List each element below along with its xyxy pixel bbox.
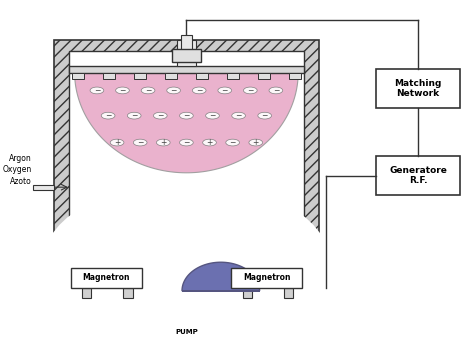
FancyBboxPatch shape [69,51,304,292]
FancyBboxPatch shape [181,35,192,51]
Ellipse shape [116,87,129,94]
Ellipse shape [192,87,206,94]
Ellipse shape [180,112,193,119]
FancyBboxPatch shape [258,73,270,79]
FancyBboxPatch shape [71,268,142,288]
Ellipse shape [154,112,167,119]
Ellipse shape [156,139,170,146]
Ellipse shape [206,112,219,119]
Ellipse shape [167,87,181,94]
Text: −: − [157,111,164,120]
Ellipse shape [218,87,232,94]
Ellipse shape [244,87,257,94]
FancyBboxPatch shape [376,156,460,195]
Ellipse shape [128,112,141,119]
Text: PUMP: PUMP [175,330,198,335]
FancyBboxPatch shape [134,73,146,79]
Text: Generatore
R.F.: Generatore R.F. [389,166,447,185]
FancyBboxPatch shape [227,73,239,79]
Text: −: − [210,111,216,120]
FancyBboxPatch shape [172,50,201,62]
FancyBboxPatch shape [243,288,252,298]
FancyBboxPatch shape [199,292,214,321]
Ellipse shape [249,139,263,146]
Ellipse shape [232,112,246,119]
Text: +: + [206,138,213,147]
FancyBboxPatch shape [196,73,208,79]
Text: Magnetron: Magnetron [82,273,130,282]
Ellipse shape [226,139,239,146]
Ellipse shape [90,87,104,94]
Text: +: + [114,138,120,147]
FancyBboxPatch shape [37,189,336,337]
Ellipse shape [110,139,124,146]
FancyBboxPatch shape [54,40,319,303]
Text: −: − [137,138,143,147]
FancyBboxPatch shape [165,73,177,79]
FancyBboxPatch shape [177,40,196,66]
FancyBboxPatch shape [283,288,293,298]
Text: Matching
Network: Matching Network [394,79,442,98]
Text: −: − [145,86,151,95]
Text: −: − [236,111,242,120]
Text: −: − [229,138,236,147]
Text: −: − [171,86,177,95]
Ellipse shape [141,87,155,94]
Text: Magnetron: Magnetron [243,273,290,282]
Ellipse shape [203,139,216,146]
Ellipse shape [101,112,115,119]
Ellipse shape [133,139,147,146]
Text: +: + [253,138,259,147]
Text: −: − [105,111,111,120]
Text: −: − [131,111,137,120]
Polygon shape [74,72,298,173]
Text: −: − [247,86,254,95]
FancyBboxPatch shape [72,73,84,79]
Text: +: + [160,138,166,147]
FancyBboxPatch shape [376,69,460,108]
Text: −: − [94,86,100,95]
Ellipse shape [180,139,193,146]
Text: −: − [221,86,228,95]
FancyBboxPatch shape [231,268,302,288]
Text: Argon
Oxygen
Azoto: Argon Oxygen Azoto [3,154,32,185]
FancyBboxPatch shape [103,73,115,79]
Ellipse shape [258,112,272,119]
Text: −: − [196,86,202,95]
FancyBboxPatch shape [123,288,133,298]
Text: −: − [183,111,190,120]
Text: −: − [119,86,126,95]
Text: −: − [273,86,279,95]
FancyBboxPatch shape [34,185,54,189]
FancyBboxPatch shape [289,73,301,79]
FancyBboxPatch shape [69,66,304,73]
Text: −: − [262,111,268,120]
Polygon shape [182,262,260,291]
Text: −: − [183,138,190,147]
FancyBboxPatch shape [82,288,91,298]
FancyBboxPatch shape [159,292,174,321]
Ellipse shape [269,87,283,94]
